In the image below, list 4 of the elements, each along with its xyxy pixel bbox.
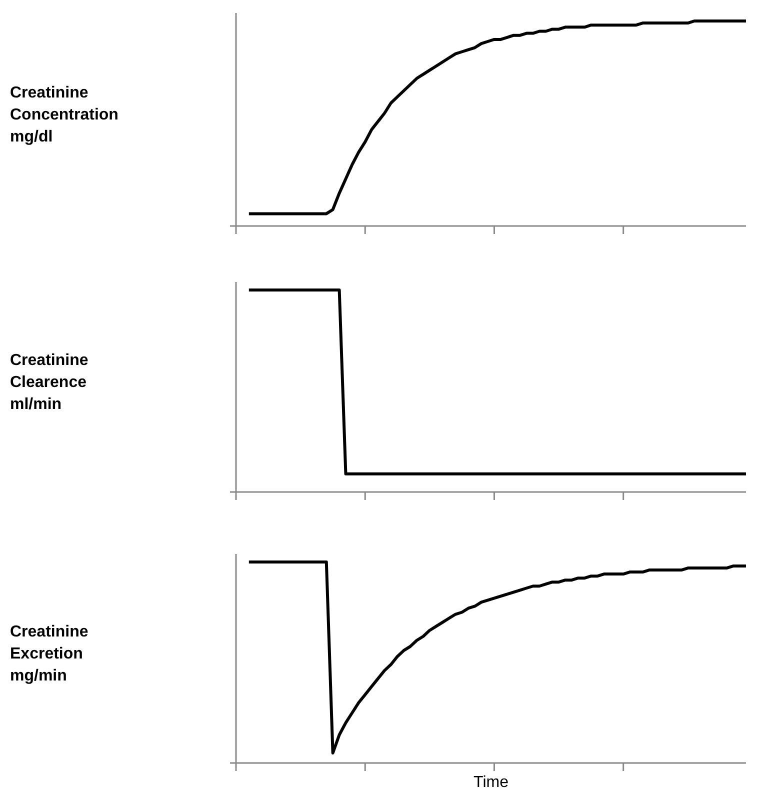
y-axis-title: Creatinine Clearence ml/min [10, 352, 88, 413]
y-axis-title: Creatinine Concentration mg/dl [10, 84, 118, 146]
x-axis-title: Time [474, 774, 509, 791]
y-axis-title: Creatinine Excretion mg/min [10, 624, 88, 684]
